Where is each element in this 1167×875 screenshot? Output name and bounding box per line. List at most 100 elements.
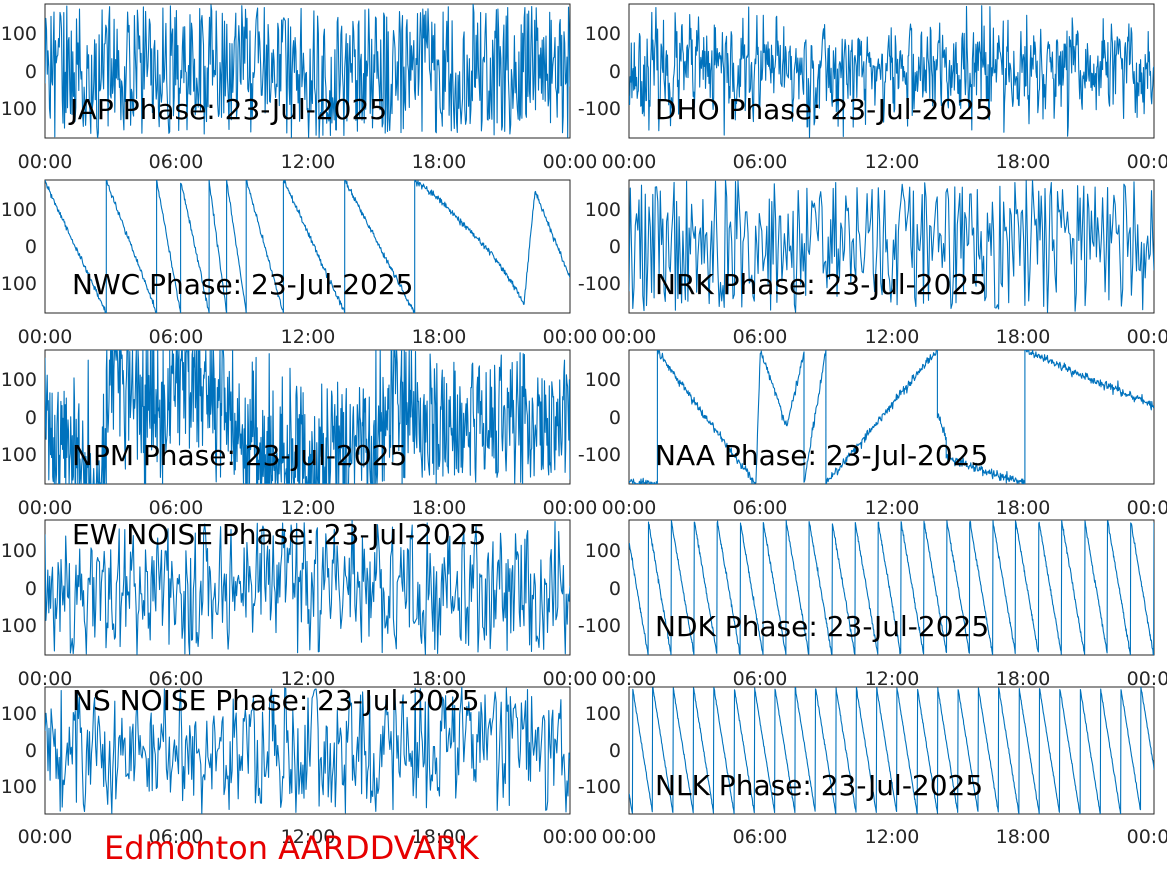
panel-5-title: NAA Phase: 23-Jul-2025 <box>655 439 988 472</box>
panel-7-xtick-4: 00:00 <box>1127 668 1167 690</box>
panel-1-phase-trace <box>629 5 1154 138</box>
panel-0-trace-group <box>45 4 570 138</box>
panel-4-xtick-3: 18:00 <box>412 497 467 519</box>
panel-6-ytick-bottom: 100 <box>1 615 37 637</box>
panel-2-ytick-top: 100 <box>1 199 37 221</box>
panel-0-xtick-2: 12:00 <box>281 151 336 173</box>
panel-2-title: NWC Phase: 23-Jul-2025 <box>72 268 413 301</box>
panel-2-xtick-3: 18:00 <box>412 326 467 348</box>
panel-9-xtick-4: 00:00 <box>1127 826 1167 848</box>
panel-9-axes <box>628 686 1155 815</box>
panel-5-ytick-bottom: -100 <box>578 444 621 466</box>
panel-8-title: NS NOISE Phase: 23-Jul-2025 <box>72 684 480 717</box>
panel-0-xtick-3: 18:00 <box>412 151 467 173</box>
panel-9-ytick-top: 100 <box>585 703 621 725</box>
panel-3-xtick-4: 00:00 <box>1127 326 1167 348</box>
panel-6-xtick-2: 12:00 <box>281 668 336 690</box>
panel-9-ytick-mid: 0 <box>609 740 621 762</box>
panel-4-ytick-mid: 0 <box>25 407 37 429</box>
panel-1-xtick-4: 00:00 <box>1127 151 1167 173</box>
panel-6-title: EW NOISE Phase: 23-Jul-2025 <box>72 518 486 551</box>
panel-7-phase-trace <box>629 520 1154 655</box>
panel-3-title: NRK Phase: 23-Jul-2025 <box>655 268 987 301</box>
panel-1-xtick-2: 12:00 <box>865 151 920 173</box>
panel-9-phase-trace <box>629 687 1154 814</box>
panel-4-ytick-top: 100 <box>1 369 37 391</box>
panel-5-trace-group <box>629 350 1154 484</box>
panel-0-ytick-top: 100 <box>1 23 37 45</box>
panel-4: NPM Phase: 23-Jul-2025 100 0 100 00:00 0… <box>1 349 598 519</box>
panel-5-xtick-2: 12:00 <box>865 497 920 519</box>
panel-6-trace-group <box>45 520 570 655</box>
panel-7-trace-group <box>629 520 1154 655</box>
panel-9-xtick-0: 00:00 <box>602 826 657 848</box>
panel-1-xtick-1: 06:00 <box>733 151 788 173</box>
panel-9-xtick-3: 18:00 <box>996 826 1051 848</box>
panel-7-xtick-2: 12:00 <box>865 668 920 690</box>
panel-2-xtick-2: 12:00 <box>281 326 336 348</box>
panel-5: NAA Phase: 23-Jul-2025 100 0 -100 00:00 … <box>578 349 1167 519</box>
panel-4-xtick-0: 00:00 <box>18 497 73 519</box>
panel-1-ytick-mid: 0 <box>609 61 621 83</box>
panel-5-ytick-mid: 0 <box>609 407 621 429</box>
panel-0-xtick-1: 06:00 <box>149 151 204 173</box>
panel-2-phase-trace <box>45 180 570 313</box>
panel-7-xtick-1: 06:00 <box>733 668 788 690</box>
panel-9-xtick-1: 06:00 <box>733 826 788 848</box>
panel-4-trace-group <box>45 350 570 484</box>
panel-1-title: DHO Phase: 23-Jul-2025 <box>655 93 993 126</box>
panel-2-axes <box>44 179 571 314</box>
panel-4-phase-trace <box>45 350 570 484</box>
panel-4-xtick-2: 12:00 <box>281 497 336 519</box>
panel-6-xtick-4: 00:00 <box>543 668 598 690</box>
panel-1-axes <box>628 3 1155 139</box>
panel-5-phase-trace <box>629 350 1154 484</box>
panel-2-trace-group <box>45 180 570 313</box>
panel-3-axes <box>628 179 1155 314</box>
panel-8: NS NOISE Phase: 23-Jul-2025 100 0 100 00… <box>1 684 598 848</box>
panel-3-xtick-2: 12:00 <box>865 326 920 348</box>
panel-6-ytick-mid: 0 <box>25 578 37 600</box>
panel-0-ytick-mid: 0 <box>25 61 37 83</box>
panel-2-xtick-1: 06:00 <box>149 326 204 348</box>
panel-8-phase-trace <box>45 687 570 814</box>
panel-0-xtick-4: 00:00 <box>543 151 598 173</box>
panel-1-xtick-3: 18:00 <box>996 151 1051 173</box>
panel-8-xtick-3: 18:00 <box>412 826 467 848</box>
panel-0-phase-trace <box>45 4 570 138</box>
panel-4-title: NPM Phase: 23-Jul-2025 <box>72 439 407 472</box>
panel-6: EW NOISE Phase: 23-Jul-2025 100 0 100 00… <box>1 518 598 690</box>
panel-2-xtick-0: 00:00 <box>18 326 73 348</box>
panel-0-ytick-bottom: 100 <box>1 98 37 120</box>
panel-1-trace-group <box>629 5 1154 138</box>
panel-8-xtick-2: 12:00 <box>281 826 336 848</box>
panel-3: NRK Phase: 23-Jul-2025 100 0 -100 00:00 … <box>578 179 1167 348</box>
panel-6-xtick-0: 00:00 <box>18 668 73 690</box>
panel-2-ytick-bottom: 100 <box>1 273 37 295</box>
panel-4-ytick-bottom: 100 <box>1 444 37 466</box>
panel-2-xtick-4: 00:00 <box>543 326 598 348</box>
panel-9: NLK Phase: 23-Jul-2025 100 0 -100 00:00 … <box>578 686 1167 848</box>
panel-1-ytick-bottom: -100 <box>578 98 621 120</box>
panel-5-xtick-3: 18:00 <box>996 497 1051 519</box>
panel-8-ytick-bottom: 100 <box>1 776 37 798</box>
panel-7-ytick-mid: 0 <box>609 578 621 600</box>
panel-6-xtick-1: 06:00 <box>149 668 204 690</box>
panel-8-xtick-0: 00:00 <box>18 826 73 848</box>
panel-8-xtick-1: 06:00 <box>149 826 204 848</box>
panel-1: DHO Phase: 23-Jul-2025 100 0 -100 00:00 … <box>578 3 1167 173</box>
panel-8-xtick-4: 00:00 <box>543 826 598 848</box>
panel-3-xtick-0: 00:00 <box>602 326 657 348</box>
panel-3-phase-trace <box>629 180 1154 313</box>
panel-6-xtick-3: 18:00 <box>412 668 467 690</box>
panel-8-trace-group <box>45 687 570 814</box>
panel-6-ytick-top: 100 <box>1 540 37 562</box>
panel-4-xtick-1: 06:00 <box>149 497 204 519</box>
panel-0-title: JAP Phase: 23-Jul-2025 <box>68 93 387 126</box>
panel-3-xtick-1: 06:00 <box>733 326 788 348</box>
panel-4-xtick-4: 00:00 <box>543 497 598 519</box>
panel-5-axes <box>628 349 1155 485</box>
panel-9-trace-group <box>629 687 1154 814</box>
panel-7-title: NDK Phase: 23-Jul-2025 <box>655 610 989 643</box>
panel-7: NDK Phase: 23-Jul-2025 100 0 -100 00:00 … <box>578 519 1167 690</box>
